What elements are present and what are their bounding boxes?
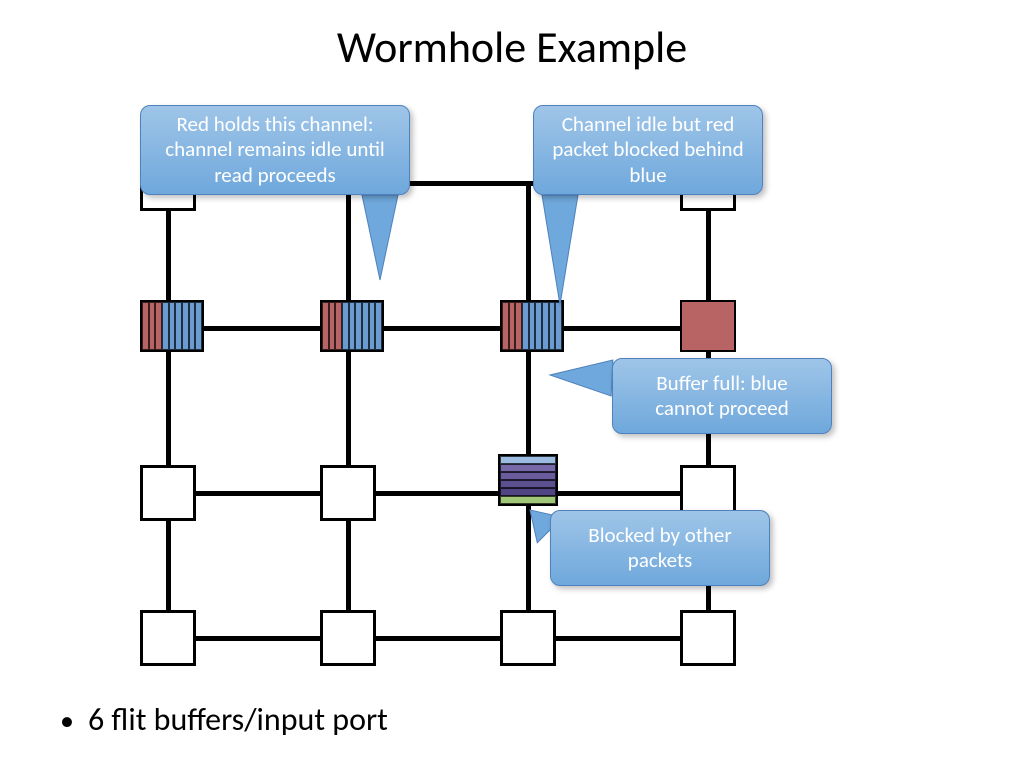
flit-lightblue [500,456,556,464]
grid-col-line [166,183,171,638]
callout-channel-idle: Channel idle but red packet blocked behi… [533,105,763,195]
flit-blue [549,302,556,350]
node-2-2 [498,454,558,506]
flit-blue [182,302,189,350]
flit-green [500,496,556,504]
flit-blue [162,302,169,350]
node-2-1 [320,465,376,521]
grid-col-line [346,183,351,638]
flit-red [322,302,329,350]
flit-red [329,302,336,350]
flit-red [155,302,162,350]
grid-row-line [168,636,708,641]
flit-blue [555,302,562,350]
flit-blue [535,302,542,350]
node-2-0 [140,465,196,521]
grid-col-line [526,183,531,638]
flit-purple4 [500,488,556,496]
node-3-2 [500,610,556,666]
grid-row-line [168,326,708,331]
bullet-text: • 6 flit buffers/input port [60,700,388,739]
flit-blue [355,302,362,350]
flit-purple1 [500,464,556,472]
flit-blue [375,302,382,350]
flit-purple2 [500,472,556,480]
callout-blocked-other: Blocked by other packets [550,510,770,586]
flit-red [502,302,509,350]
flit-blue [362,302,369,350]
flit-blue [522,302,529,350]
node-1-0 [140,300,204,352]
flit-blue [542,302,549,350]
flit-red [515,302,522,350]
node-1-1 [320,300,384,352]
flit-blue [529,302,536,350]
flit-red [509,302,516,350]
flit-red [142,302,149,350]
node-1-3 [680,300,736,352]
flit-blue [369,302,376,350]
slide-title: Wormhole Example [0,20,1024,74]
node-3-3 [680,610,736,666]
flit-blue [189,302,196,350]
bullet-dot: • [60,703,74,738]
flit-blue [195,302,202,350]
callout-buffer-full: Buffer full: blue cannot proceed [612,358,832,434]
node-3-1 [320,610,376,666]
node-1-2 [500,300,564,352]
flit-blue [175,302,182,350]
flit-purple3 [500,480,556,488]
flit-red [149,302,156,350]
flit-blue [169,302,176,350]
flit-blue [349,302,356,350]
bullet-label: 6 flit buffers/input port [88,700,388,739]
node-3-0 [140,610,196,666]
flit-blue [342,302,349,350]
callout-red-holds: Red holds this channel: channel remains … [140,105,410,195]
mesh-diagram: Red holds this channel: channel remains … [60,100,840,660]
grid-row-line [168,491,708,496]
flit-red [335,302,342,350]
